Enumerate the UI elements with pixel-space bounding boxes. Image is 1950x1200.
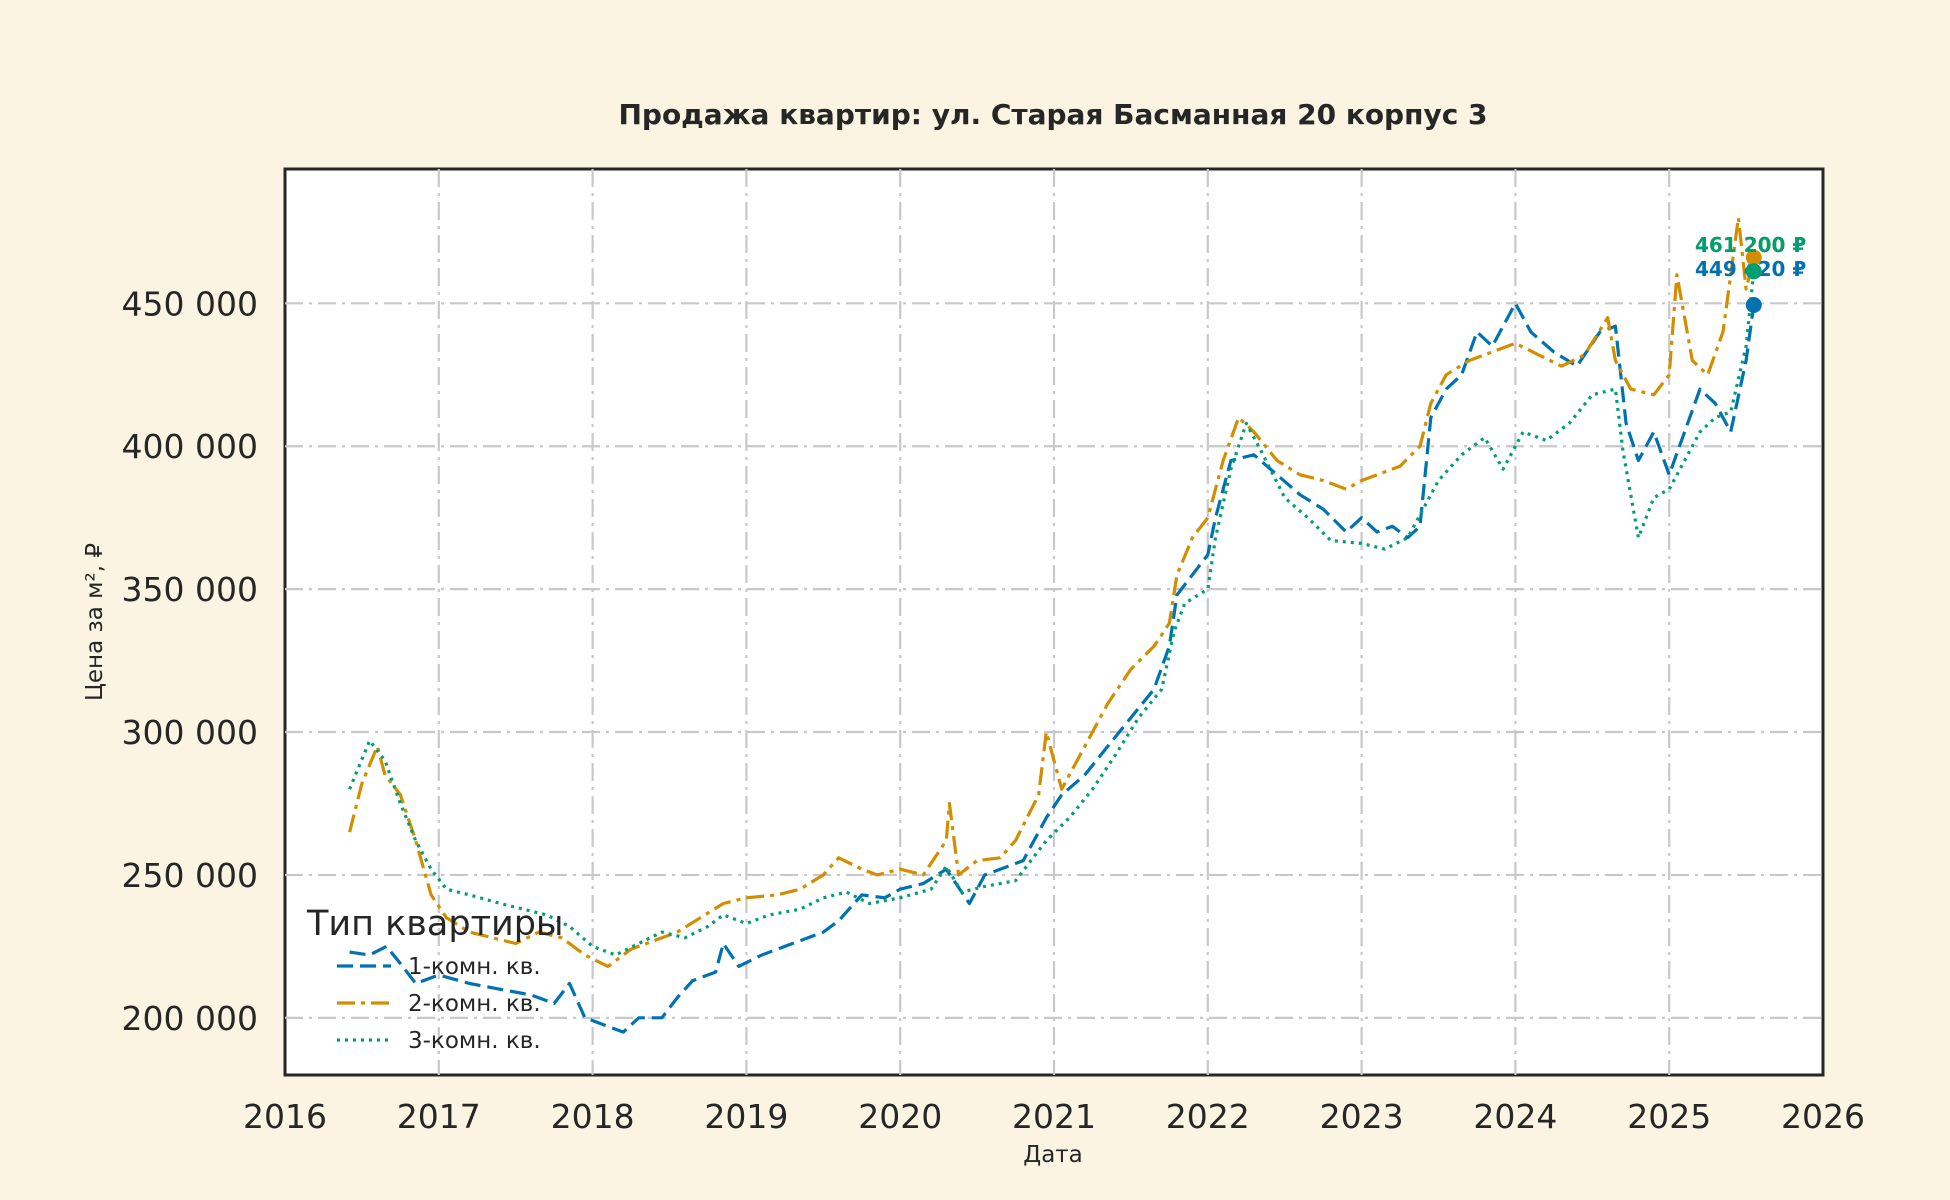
legend-title: Тип квартиры [306, 904, 564, 944]
legend: Тип квартиры 1-комн. кв. 2-комн. кв. 3-ком… [306, 904, 564, 1054]
x-tick-label: 2021 [1012, 1097, 1096, 1136]
x-tick-label: 2024 [1473, 1097, 1557, 1136]
series-line [349, 301, 1756, 1034]
legend-entry-label: 3-комн. кв. [408, 1028, 541, 1054]
series-end-label: 461 200 ₽ [1695, 233, 1806, 257]
y-tick-label: 250 000 [122, 856, 258, 895]
end-labels: 449 420 ₽461 200 ₽461 200 ₽ [1695, 233, 1806, 313]
x-tick-label: 2025 [1627, 1097, 1711, 1136]
legend-entry-label: 1-комн. кв. [408, 954, 541, 980]
y-tick-label: 400 000 [122, 427, 258, 466]
y-tick-label: 450 000 [122, 284, 258, 323]
series-layer [348, 216, 1756, 1034]
x-axis-label: Дата [1023, 1142, 1083, 1168]
series-end-marker [1745, 263, 1762, 280]
series-end-label: 461 200 ₽ [1695, 233, 1806, 257]
x-tick-label: 2026 [1781, 1097, 1865, 1136]
series-line [348, 271, 1756, 957]
x-tick-label: 2016 [243, 1097, 327, 1136]
x-tick-label: 2022 [1166, 1097, 1250, 1136]
axes: 2016 2017 2018 2019 2020 2021 2022 2023 2024 2025… [122, 284, 1865, 1136]
series-end-marker [1745, 249, 1762, 266]
series-line [348, 216, 1756, 968]
series-end-marker [1745, 296, 1762, 313]
x-tick-label: 2019 [704, 1097, 788, 1136]
y-tick-label: 350 000 [122, 570, 258, 609]
y-tick-label: 200 000 [122, 999, 258, 1038]
legend-entry-label: 2-комн. кв. [408, 991, 541, 1017]
x-tick-label: 2023 [1320, 1097, 1404, 1136]
y-tick-label: 300 000 [122, 713, 258, 752]
x-tick-label: 2018 [551, 1097, 635, 1136]
y-axis-label: Цена за м², ₽ [82, 543, 108, 701]
x-tick-label: 2020 [858, 1097, 942, 1136]
chart-title: Продажа квартир: ул. Старая Басманная 20… [618, 98, 1487, 131]
x-tick-label: 2017 [397, 1097, 481, 1136]
grid [285, 169, 1823, 1075]
